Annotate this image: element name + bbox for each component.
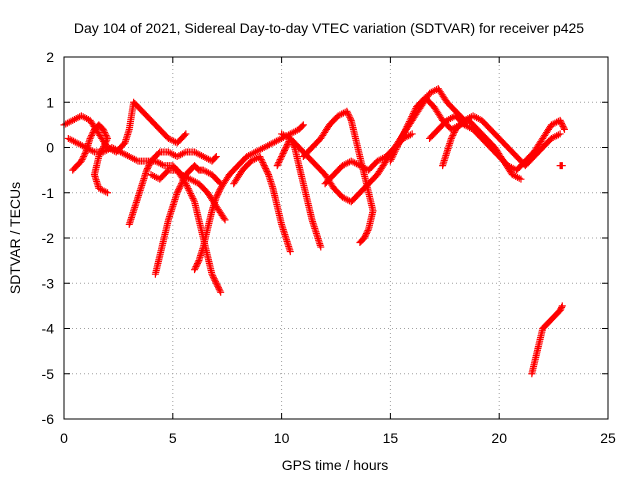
data-point-markers (151, 162, 225, 278)
data-point-markers (439, 112, 564, 170)
y-tick-label: 0 (46, 140, 54, 156)
data-point-markers (556, 162, 566, 170)
y-tick-label: 1 (46, 94, 54, 110)
data-point-markers (125, 148, 220, 228)
x-tick-label: 15 (383, 430, 399, 446)
gridlines (64, 57, 608, 419)
data-points (60, 85, 568, 378)
x-tick-label: 20 (491, 430, 507, 446)
data-point-markers (528, 302, 566, 378)
series-track-3 (69, 121, 112, 197)
plot-frame (63, 56, 609, 420)
x-tick-label: 25 (600, 430, 616, 446)
y-tick-label: -3 (42, 275, 55, 291)
y-tick-label: -5 (42, 366, 55, 382)
data-point-markers (299, 107, 377, 247)
axis-ticks: 0 5 10 15 20 25 -6 -5 -4 -3 -2 -1 0 1 2 (42, 49, 616, 446)
y-tick-label: -6 (42, 411, 55, 427)
series-track-15 (439, 112, 564, 170)
y-tick-label: -4 (42, 321, 55, 337)
x-tick-label: 10 (274, 430, 290, 446)
series-track-5 (151, 162, 225, 278)
series-track-8 (230, 153, 294, 256)
series-track-4 (125, 148, 220, 228)
x-tick-label: 0 (60, 430, 68, 446)
x-tick-label: 5 (169, 430, 177, 446)
y-axis-label: SDTVAR / TECUs (7, 182, 23, 294)
y-tick-label: -2 (42, 230, 55, 246)
data-point-markers (230, 153, 294, 256)
chart-title: Day 104 of 2021, Sidereal Day-to-day VTE… (74, 20, 584, 36)
series-track-16 (528, 302, 566, 378)
series-track-17 (556, 162, 566, 170)
x-axis-label: GPS time / hours (282, 457, 389, 473)
y-tick-label: -1 (42, 185, 55, 201)
y-tick-label: 2 (46, 49, 54, 65)
series-track-11 (299, 107, 377, 247)
data-point-markers (69, 121, 112, 197)
